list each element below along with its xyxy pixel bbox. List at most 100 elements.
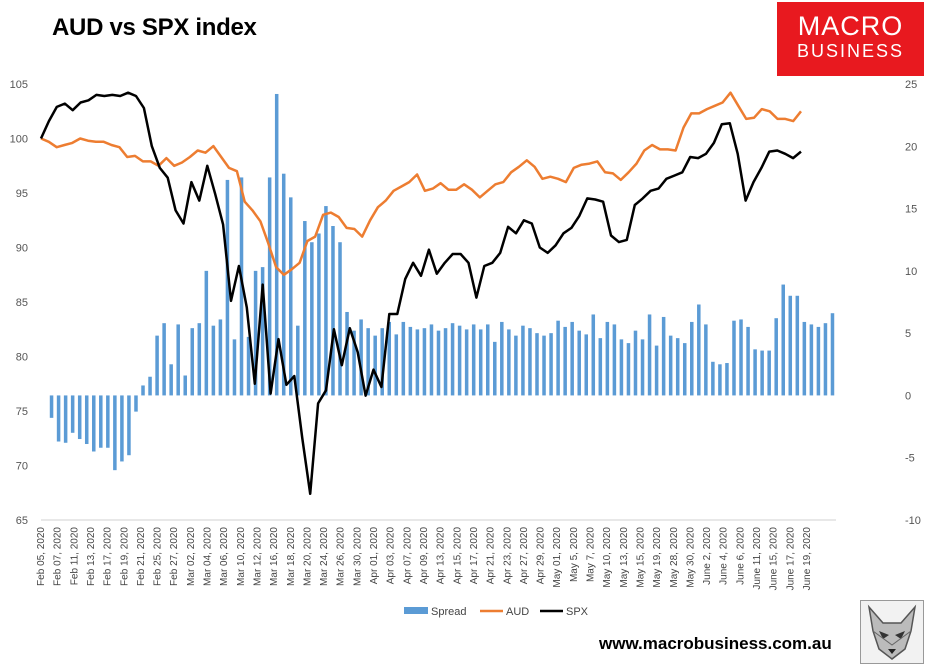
website-url: www.macrobusiness.com.au: [599, 634, 832, 653]
x-axis-tick-label: Feb 25, 2020: [153, 527, 164, 586]
spread-bar: [535, 333, 539, 396]
spread-bar: [169, 364, 173, 396]
x-axis-tick-label: Mar 30, 2020: [352, 527, 363, 586]
logo-text-macro: MACRO: [797, 11, 904, 41]
spread-bar: [331, 226, 335, 396]
spread-bar: [239, 177, 244, 396]
x-axis-tick-label: June 6, 2020: [735, 527, 746, 585]
x-axis-tick-label: May 13, 2020: [619, 527, 630, 588]
spread-bar: [197, 323, 202, 396]
spread-bar: [795, 295, 800, 396]
x-axis-tick-label: May 5, 2020: [569, 527, 580, 582]
spread-bar: [514, 335, 518, 396]
x-axis-tick-label: Feb 27, 2020: [169, 527, 180, 586]
spread-bar: [760, 350, 764, 396]
spread-bar: [387, 321, 392, 396]
x-axis-tick-label: Feb 11, 2020: [69, 527, 80, 586]
spread-bar: [788, 295, 793, 396]
spread-bar: [84, 395, 89, 445]
x-axis-tick-label: Apr 21, 2020: [486, 527, 497, 585]
x-axis-tick-label: Mar 12, 2020: [253, 527, 264, 586]
macrobusiness-logo: MACRO BUSINESS: [777, 2, 924, 76]
spread-bar: [281, 173, 286, 396]
legend-label-spx: SPX: [566, 606, 589, 618]
spread-bar: [528, 328, 532, 396]
spread-bar: [619, 339, 624, 396]
spread-bar: [289, 197, 293, 396]
spread-bar: [232, 339, 237, 396]
left-axis-tick-label: 65: [16, 515, 28, 527]
right-axis-tick-label: -10: [905, 515, 921, 527]
x-axis-tick-label: June 17, 2020: [785, 527, 796, 591]
legend-label-aud: AUD: [506, 606, 529, 618]
x-axis-tick-label: May 28, 2020: [669, 527, 680, 588]
spread-bar: [584, 334, 588, 396]
left-axis-tick-label: 80: [16, 352, 28, 364]
x-axis-tick-label: Feb 21, 2020: [136, 527, 147, 586]
spread-bar: [521, 325, 525, 396]
spread-bar: [767, 350, 771, 396]
spread-bar: [450, 323, 455, 396]
x-axis-tick-label: Mar 16, 2020: [269, 527, 280, 586]
spread-bar: [507, 329, 511, 396]
spread-bar: [99, 395, 103, 448]
spread-bar: [359, 319, 363, 396]
spread-bar: [464, 329, 469, 396]
spread-bar: [394, 334, 399, 396]
x-axis: Feb 05, 2020 Feb 07, 2020 Feb 11, 2020 Feb …: [36, 519, 836, 591]
spread-bar: [697, 304, 701, 396]
x-axis-tick-label: Mar 10, 2020: [236, 527, 247, 586]
x-axis-tick-label: Apr 23, 2020: [502, 527, 513, 585]
spread-bar: [577, 330, 581, 396]
spread-bar: [781, 284, 785, 396]
spread-bar: [823, 323, 828, 396]
spread-bar: [274, 93, 279, 396]
spread-bar: [471, 324, 476, 396]
x-axis-tick-label: June 15, 2020: [769, 527, 780, 591]
spread-bar: [296, 325, 300, 396]
right-axis: -10 -5 0 5 10 15 20 25: [905, 79, 921, 527]
x-axis-tick-label: Mar 24, 2020: [319, 527, 330, 586]
left-axis-tick-label: 100: [10, 134, 28, 146]
spread-bar: [570, 321, 574, 396]
x-axis-tick-label: Mar 04, 2020: [203, 527, 214, 586]
spread-bar: [556, 320, 560, 396]
legend: Spread AUD SPX: [404, 606, 589, 618]
spread-bar: [204, 270, 209, 396]
spread-bar: [605, 321, 610, 396]
left-axis: 65 70 75 80 85 90 95 100 105: [10, 79, 28, 527]
spread-bar: [704, 324, 708, 396]
x-axis-tick-label: May 7, 2020: [586, 527, 597, 582]
spread-bar: [542, 335, 546, 396]
x-axis-tick-label: Mar 20, 2020: [302, 527, 313, 586]
spread-bar: [457, 325, 462, 396]
x-axis-tick-label: Mar 06, 2020: [219, 527, 230, 586]
spread-bar: [401, 321, 406, 396]
spread-bar: [176, 324, 180, 396]
spread-bar: [92, 395, 96, 452]
spread-bar: [690, 321, 694, 396]
spread-bar: [725, 363, 729, 396]
x-axis-tick-label: May 15, 2020: [636, 527, 647, 588]
spread-bar: [478, 329, 483, 396]
spread-bar: [338, 242, 342, 396]
spread-bar: [549, 333, 553, 396]
spread-bar: [443, 328, 448, 396]
x-axis-tick-label: May 19, 2020: [652, 527, 663, 588]
spread-bar: [633, 330, 638, 396]
spread-bar: [77, 395, 82, 440]
left-axis-tick-label: 90: [16, 243, 28, 255]
spread-bar: [267, 177, 272, 396]
spread-bar: [246, 336, 251, 396]
right-axis-tick-label: 0: [905, 390, 911, 402]
spread-bar: [647, 314, 652, 396]
series-lines: [39, 91, 802, 496]
spx-line: [39, 91, 802, 496]
spread-bars: [49, 93, 835, 471]
x-axis-tick-label: Apr 01, 2020: [369, 527, 380, 585]
spread-bar: [732, 320, 736, 396]
spread-bar: [310, 242, 314, 396]
spread-bar: [485, 324, 490, 396]
spread-bar: [802, 321, 807, 396]
